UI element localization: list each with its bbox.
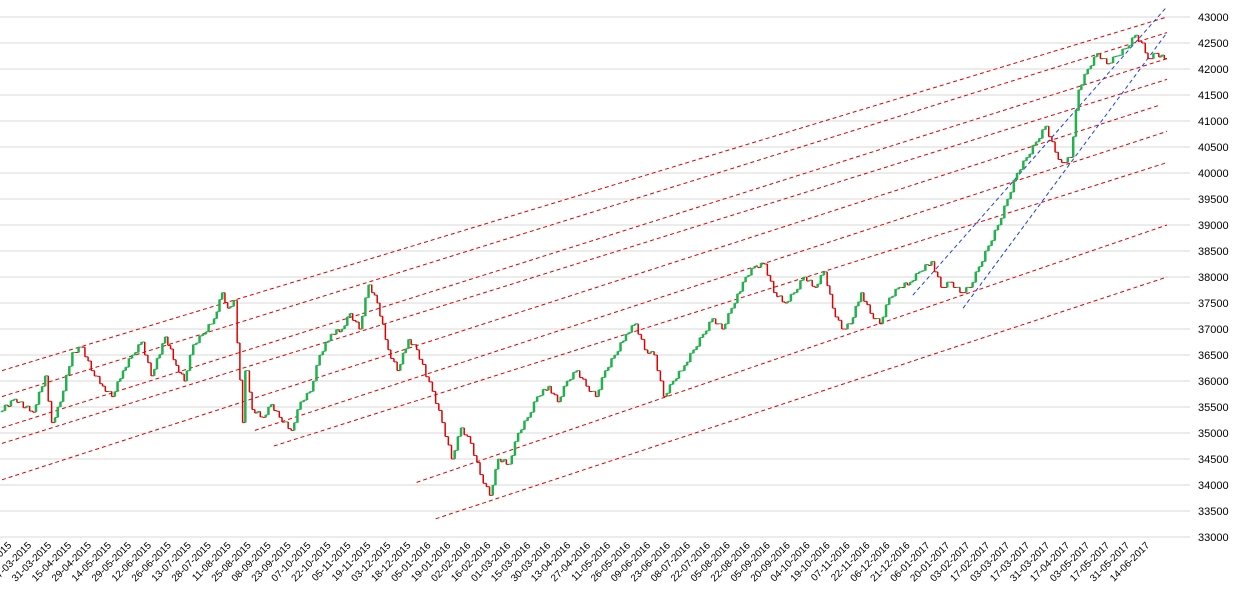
- price-series-layer: [0, 34, 1167, 496]
- y-tick-label: 38500: [1198, 246, 1229, 258]
- y-tick-label: 36500: [1198, 350, 1229, 362]
- y-axis: 33000 33500 34000 34500 35000 35500 36000 36500…: [1198, 12, 1229, 544]
- blue-trendline-0: [912, 6, 1168, 296]
- y-tick-label: 36000: [1198, 376, 1229, 388]
- red-trendline-6: [273, 162, 1168, 447]
- red-trendline-0: [1, 16, 1168, 372]
- y-tick-label: 34000: [1198, 480, 1229, 492]
- grid-layer: [0, 16, 1190, 538]
- red-trendline-3: [1, 78, 1168, 444]
- y-tick-label: 42500: [1198, 38, 1229, 50]
- x-axis: 03-03-201517-03-201531-03-201515-04-2015…: [0, 540, 1152, 584]
- red-trendline-2: [1, 58, 1168, 429]
- y-tick-label: 41500: [1198, 90, 1229, 102]
- y-tick-label: 40500: [1198, 142, 1229, 154]
- red-trendline-4: [1, 104, 1159, 481]
- y-tick-label: 39500: [1198, 194, 1229, 206]
- y-tick-label: 35000: [1198, 428, 1229, 440]
- y-tick-label: 37500: [1198, 298, 1229, 310]
- y-tick-label: 37000: [1198, 324, 1229, 336]
- y-tick-label: 41000: [1198, 116, 1229, 128]
- y-tick-label: 38000: [1198, 272, 1229, 284]
- y-tick-label: 33000: [1198, 532, 1229, 544]
- y-tick-label: 43000: [1198, 12, 1229, 24]
- y-tick-label: 39000: [1198, 220, 1229, 232]
- red-trendline-7: [416, 224, 1168, 483]
- red-trendline-1: [1, 32, 1168, 398]
- y-tick-label: 33500: [1198, 506, 1229, 518]
- red-trendline-5: [254, 130, 1168, 431]
- y-tick-label: 34500: [1198, 454, 1229, 466]
- y-tick-label: 40000: [1198, 168, 1229, 180]
- y-tick-label: 35500: [1198, 402, 1229, 414]
- trendline-layer: [1, 6, 1168, 520]
- blue-trendline-1: [962, 32, 1168, 309]
- red-trendline-8: [435, 276, 1168, 520]
- y-tick-label: 42000: [1198, 64, 1229, 76]
